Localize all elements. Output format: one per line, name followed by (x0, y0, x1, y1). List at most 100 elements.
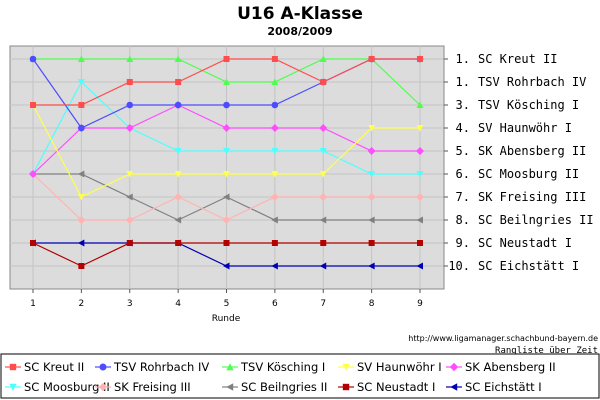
data-point (175, 79, 182, 85)
y-tick-label-team: SC Kreut II (478, 52, 557, 66)
data-point (223, 171, 230, 178)
y-tick-label-number: 4. (456, 121, 470, 135)
data-point (320, 79, 327, 85)
data-point (319, 262, 327, 270)
x-tick-label: 2 (79, 299, 85, 309)
data-point (270, 124, 279, 132)
legend-item: SK Abensberg II (446, 360, 556, 374)
data-point (78, 263, 85, 269)
data-point (222, 216, 231, 224)
legend-marker (98, 382, 108, 392)
legend-item: SC Kreut II (5, 360, 84, 374)
x-tick-label: 5 (224, 299, 230, 309)
legend-label: SV Haunwöhr I (357, 360, 442, 374)
data-point (29, 55, 37, 63)
y-axis-tick-labels: 1. SC Kreut II 1. TSV Rohrbach IV 3. TSV Kösc… (443, 46, 594, 289)
data-point (416, 147, 424, 155)
data-point (417, 56, 423, 62)
legend-item: TSV Kösching I (222, 360, 325, 374)
data-point (368, 262, 375, 270)
x-tick-label: 1 (30, 299, 36, 309)
y-tick-label-team: SC Beilngries II (478, 213, 594, 227)
legend-marker (226, 383, 234, 391)
y-tick-label-number: 6. (456, 167, 470, 181)
x-tick-label: 4 (175, 299, 181, 309)
y-tick-label-team: SK Freising III (478, 190, 586, 204)
data-point (30, 102, 36, 108)
legend-item: SV Haunwöhr I (338, 360, 442, 374)
data-point (271, 78, 279, 85)
data-point (271, 56, 278, 62)
data-point (29, 170, 37, 178)
y-tick-label-number: 8. (456, 213, 470, 227)
data-point (126, 193, 133, 201)
data-point (368, 56, 375, 62)
y-tick-label-number: 3. (456, 98, 470, 112)
data-point (222, 124, 231, 132)
y-tick-label-number: 1. (456, 52, 470, 66)
legend-marker (342, 383, 350, 391)
series-layer (29, 55, 424, 270)
data-point (174, 171, 182, 178)
data-point (125, 124, 134, 132)
legend-label: SK Freising III (114, 380, 191, 394)
x-axis-tick-labels: 1 2 3 4 5 6 7 8 9 (30, 289, 423, 309)
data-point (416, 262, 423, 270)
legend-marker (342, 363, 350, 371)
data-point (223, 148, 230, 155)
legend-marker (9, 383, 17, 391)
x-tick-label: 7 (320, 299, 326, 309)
y-tick-label-team: TSV Rohrbach IV (478, 75, 586, 89)
legend-item: SC Moosburg II (5, 380, 110, 394)
data-point (174, 216, 182, 224)
data-point (174, 148, 182, 155)
data-point (416, 193, 424, 201)
legend-label: SC Kreut II (24, 360, 84, 374)
data-point (271, 148, 279, 155)
legend-label: TSV Kösching I (240, 360, 325, 374)
legend-item: SK Freising III (95, 380, 191, 394)
data-point (77, 239, 85, 247)
data-point (223, 78, 230, 85)
legend-marker (9, 363, 17, 371)
data-point (319, 124, 328, 132)
data-point (174, 55, 182, 62)
data-point (77, 79, 85, 86)
data-point (126, 55, 134, 62)
legend-marker (226, 363, 234, 371)
y-tick-label-team: SC Neustadt I (478, 236, 572, 250)
y-tick-label-number: 9. (456, 236, 470, 250)
legend-label: SC Moosburg II (24, 380, 110, 394)
y-tick-label-number: 5. (456, 144, 470, 158)
legend-label: TSV Rohrbach IV (113, 360, 209, 374)
y-tick-label-team: SV Haunwöhr I (478, 121, 572, 135)
y-tick-label-team: TSV Kösching I (478, 98, 579, 112)
legend-item: SC Beilngries II (222, 380, 327, 394)
y-tick-label-number: 10. (448, 259, 470, 273)
data-point (319, 148, 327, 155)
data-point (319, 171, 327, 178)
source-url: http://www.ligamanager.schachbund-bayern… (408, 334, 598, 343)
data-point (319, 55, 327, 62)
data-point (30, 240, 36, 246)
data-point (368, 240, 375, 246)
legend: SC Kreut II TSV Rohrbach IV TSV Kösching I… (5, 360, 556, 394)
footer-caption: Rangliste über Zeit (495, 346, 598, 356)
legend-label: SC Neustadt I (357, 380, 435, 394)
data-point (368, 171, 376, 178)
data-point (319, 193, 328, 201)
x-tick-label: 8 (369, 299, 375, 309)
data-point (367, 147, 376, 155)
series-sc-kreut-ii (30, 56, 423, 108)
data-point (126, 171, 134, 178)
series-sc-neustadt-i (30, 240, 423, 269)
data-point (271, 240, 278, 246)
data-point (416, 171, 424, 178)
legend-label: SK Abensberg II (465, 360, 556, 374)
data-point (125, 216, 134, 224)
data-point (126, 240, 133, 246)
legend-item: SC Eichstätt I (446, 380, 542, 394)
y-tick-label-team: SK Abensberg II (478, 144, 586, 158)
y-tick-label-number: 7. (456, 190, 470, 204)
